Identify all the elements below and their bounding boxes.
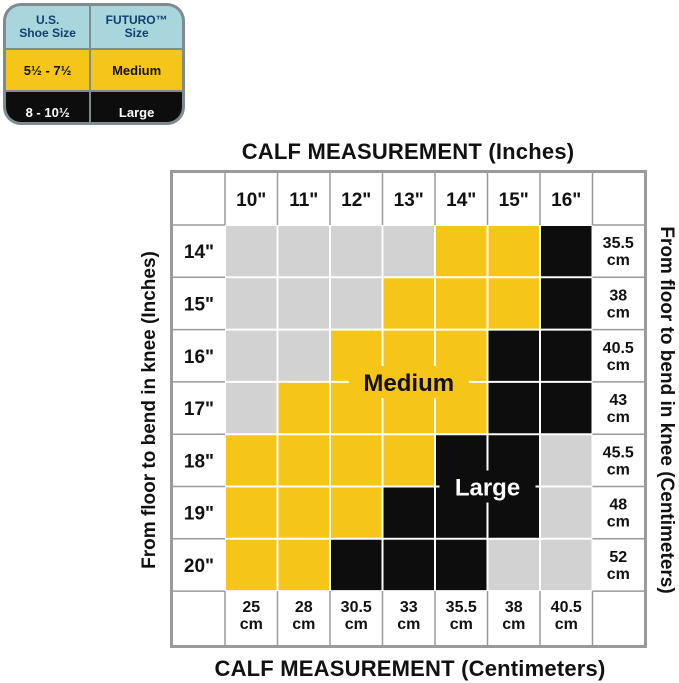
grid-cell-none	[382, 225, 435, 278]
grid-cell-none	[225, 277, 278, 330]
grid-cell-medium	[487, 277, 540, 330]
region-label-bg	[348, 365, 469, 398]
x-tick-cm: 35.5 cm	[446, 599, 477, 633]
grid-cell-none	[540, 486, 593, 539]
x-tick-cm: 33 cm	[397, 599, 420, 633]
x-tick-inches: 11"	[289, 190, 318, 211]
grid-cell-large	[540, 381, 593, 435]
grid-cell-none	[225, 329, 278, 382]
y-tick-inches: 16"	[184, 347, 214, 368]
grid-cell-large	[382, 486, 435, 539]
legend-header-size: Size	[124, 26, 149, 40]
chart-title: CALF MEASUREMENT (Inches)	[241, 139, 575, 164]
x-tick-cm: 25 cm	[240, 599, 263, 633]
region-label-large: Large	[455, 475, 520, 502]
y-tick-inches: 20"	[184, 556, 214, 577]
grid-cell-large	[330, 538, 383, 592]
grid-cell-none	[540, 434, 593, 487]
y-tick-inches: 15"	[184, 294, 214, 315]
grid-cell-large	[487, 381, 540, 435]
grid-cell-medium	[382, 277, 435, 330]
y-tick-cm: 52 cm	[607, 549, 630, 583]
size-grid-svg: 10" 11" 12" 13" 14" 15" 16" 14" 15" 16" 17" 18" 19" 2…	[173, 173, 644, 645]
x-tick-inches: 13"	[394, 190, 424, 211]
grid-cell-medium	[382, 434, 435, 487]
grid-cell-medium	[435, 277, 488, 330]
grid-cell-large	[435, 538, 488, 592]
legend-medium-label: Medium	[90, 49, 182, 92]
x-tick-inches: 16"	[551, 190, 581, 211]
x-tick-cm: 38 cm	[502, 599, 525, 633]
size-legend: U.S. Shoe Size FUTURO™ Size 5½ - 7½ Medi…	[3, 3, 185, 125]
grid-cell-medium	[277, 434, 330, 487]
y-tick-inches: 19"	[184, 504, 214, 525]
grid-cell-medium	[277, 381, 330, 435]
grid-cell-large	[540, 329, 593, 382]
grid-cell-medium	[435, 225, 488, 278]
y-tick-cm: 48 cm	[607, 497, 630, 531]
legend-large-label: Large	[90, 91, 182, 122]
y-tick-inches: 14"	[184, 242, 214, 263]
legend-header-shoe-size: U.S. Shoe Size	[6, 6, 92, 50]
grid-cell-large	[540, 277, 593, 330]
grid-cell-medium	[277, 538, 330, 592]
legend-header-futuro: FUTURO™	[105, 13, 168, 27]
x-tick-cm: 28 cm	[292, 599, 315, 633]
right-axis-label: From floor to bend in knee (Centimeters)	[656, 226, 677, 594]
x-tick-inches: 12"	[341, 190, 371, 211]
grid-cell-none	[330, 277, 383, 330]
grid-cell-none	[487, 538, 540, 592]
y-tick-cm: 40.5 cm	[603, 340, 634, 374]
grid-cell-none	[540, 538, 593, 592]
grid-cell-large	[382, 538, 435, 592]
x-tick-cm: 30.5 cm	[341, 599, 372, 633]
region-label-medium: Medium	[363, 370, 454, 397]
legend-medium-shoe-size: 5½ - 7½	[6, 49, 92, 92]
y-tick-cm: 45.5 cm	[603, 444, 634, 478]
legend-header-shoe: Shoe Size	[19, 26, 76, 40]
grid-cell-none	[225, 225, 278, 278]
grid-cell-medium	[225, 434, 278, 487]
x-tick-inches: 15"	[499, 190, 529, 211]
y-tick-cm: 43 cm	[607, 392, 630, 426]
grid-cell-medium	[225, 486, 278, 539]
grid-cell-none	[277, 329, 330, 382]
y-tick-cm: 35.5 cm	[603, 235, 634, 269]
x-axis-label: CALF MEASUREMENT (Centimeters)	[214, 656, 606, 681]
size-grid: 10" 11" 12" 13" 14" 15" 16" 14" 15" 16" 17" 18" 19" 2…	[170, 170, 647, 648]
grid-cell-large	[487, 329, 540, 382]
grid-cell-medium	[277, 486, 330, 539]
y-tick-inches: 17"	[184, 399, 214, 420]
grid-cell-none	[277, 277, 330, 330]
grid-cell-medium	[330, 434, 383, 487]
grid-cell-none	[330, 225, 383, 278]
x-tick-inches: 14"	[446, 190, 476, 211]
grid-cell-none	[277, 225, 330, 278]
grid-cell-none	[225, 381, 278, 435]
grid-cell-medium	[225, 538, 278, 592]
legend-large-shoe-size: 8 - 10½	[6, 91, 92, 122]
region-label-bg	[439, 470, 536, 503]
left-axis-label: From floor to bend in knee (Inches)	[139, 251, 160, 569]
x-tick-cm: 40.5 cm	[551, 599, 582, 633]
grid-cell-medium	[487, 225, 540, 278]
grid-cell-large	[540, 225, 593, 278]
y-tick-cm: 38 cm	[607, 287, 630, 321]
x-tick-inches: 10"	[236, 190, 266, 211]
grid-cell-medium	[330, 486, 383, 539]
y-tick-inches: 18"	[184, 451, 214, 472]
legend-header-futuro-size: FUTURO™ Size	[90, 6, 182, 50]
legend-header-us: U.S.	[35, 13, 60, 27]
